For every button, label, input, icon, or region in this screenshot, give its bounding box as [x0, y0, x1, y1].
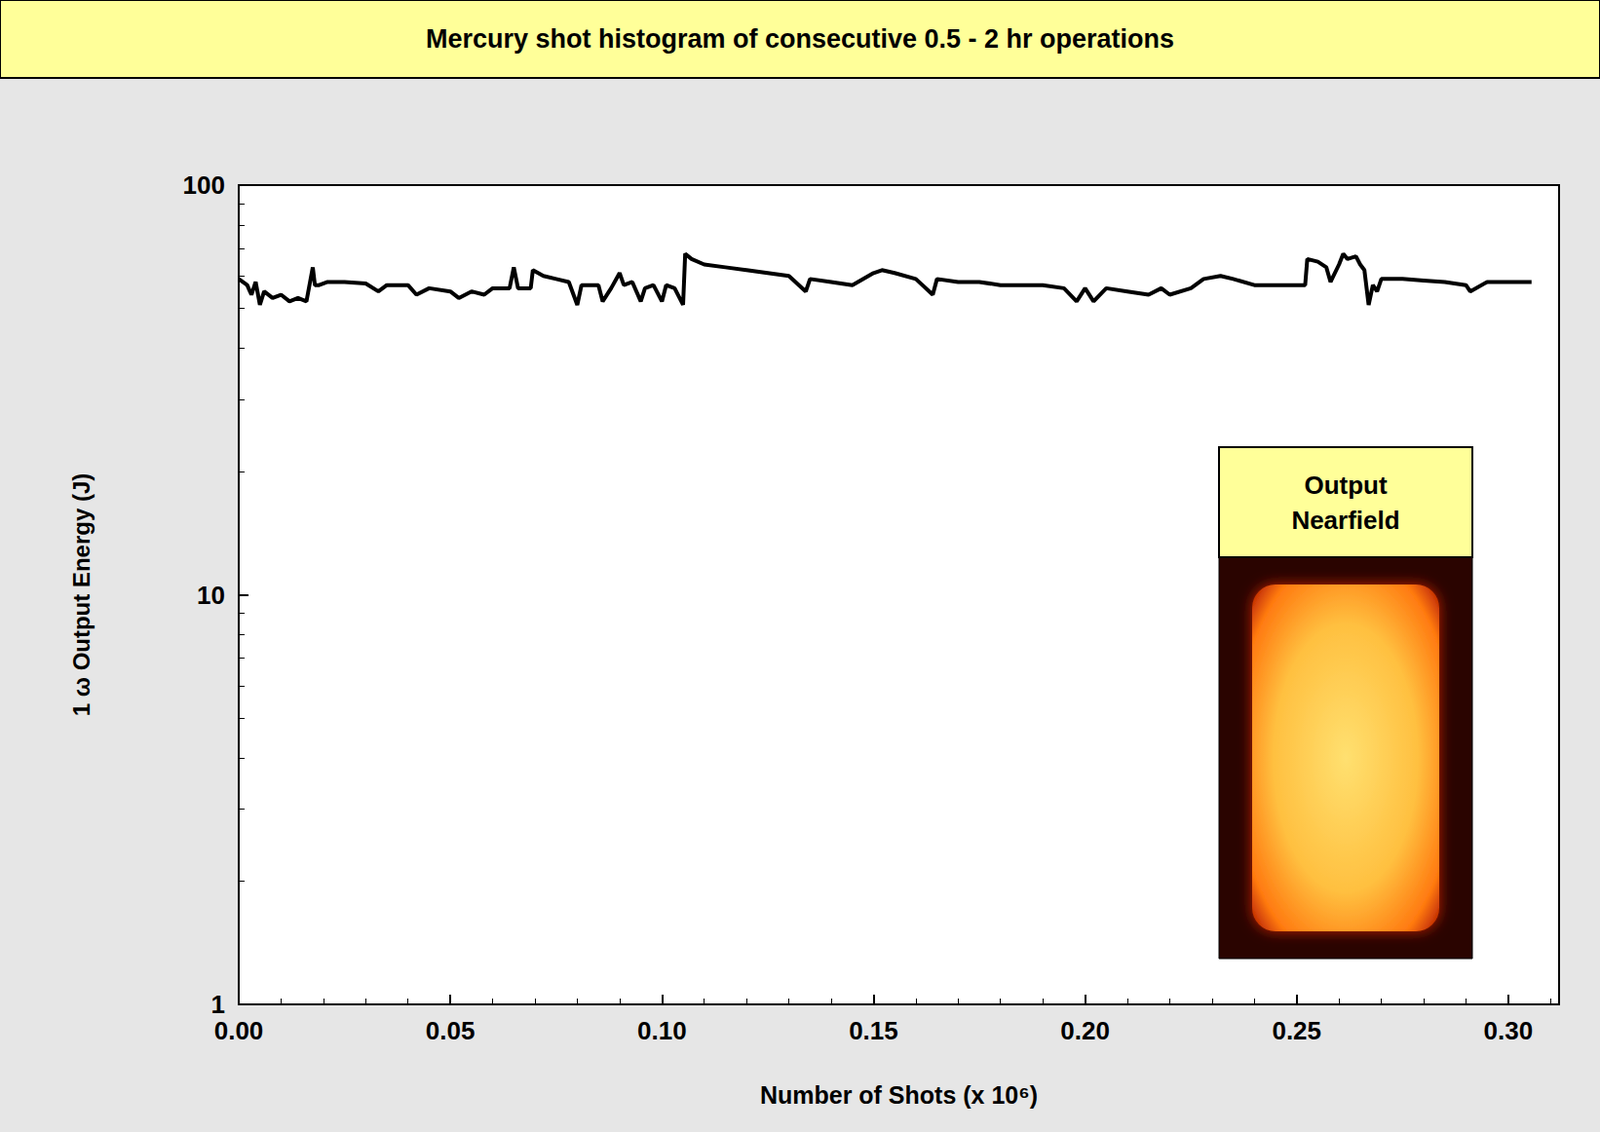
svg-text:Output: Output: [1303, 470, 1388, 500]
svg-text:0.05: 0.05: [425, 1016, 476, 1046]
svg-text:1 ω Output Energy (J): 1 ω Output Energy (J): [68, 473, 95, 718]
svg-text:10: 10: [196, 580, 226, 610]
svg-text:0.15: 0.15: [848, 1016, 899, 1046]
svg-text:100: 100: [183, 170, 226, 200]
svg-text:1: 1: [211, 990, 226, 1020]
svg-text:Number of Shots (x 10⁶): Number of Shots (x 10⁶): [760, 1081, 1038, 1109]
svg-text:0.25: 0.25: [1271, 1016, 1322, 1046]
svg-text:0.10: 0.10: [637, 1016, 687, 1046]
svg-text:0.30: 0.30: [1484, 1016, 1534, 1046]
svg-text:Nearfield: Nearfield: [1291, 505, 1400, 535]
svg-text:Mercury shot histogram of cons: Mercury shot histogram of consecutive 0.…: [425, 24, 1175, 54]
svg-text:0.00: 0.00: [214, 1016, 265, 1046]
svg-text:0.20: 0.20: [1060, 1016, 1110, 1046]
